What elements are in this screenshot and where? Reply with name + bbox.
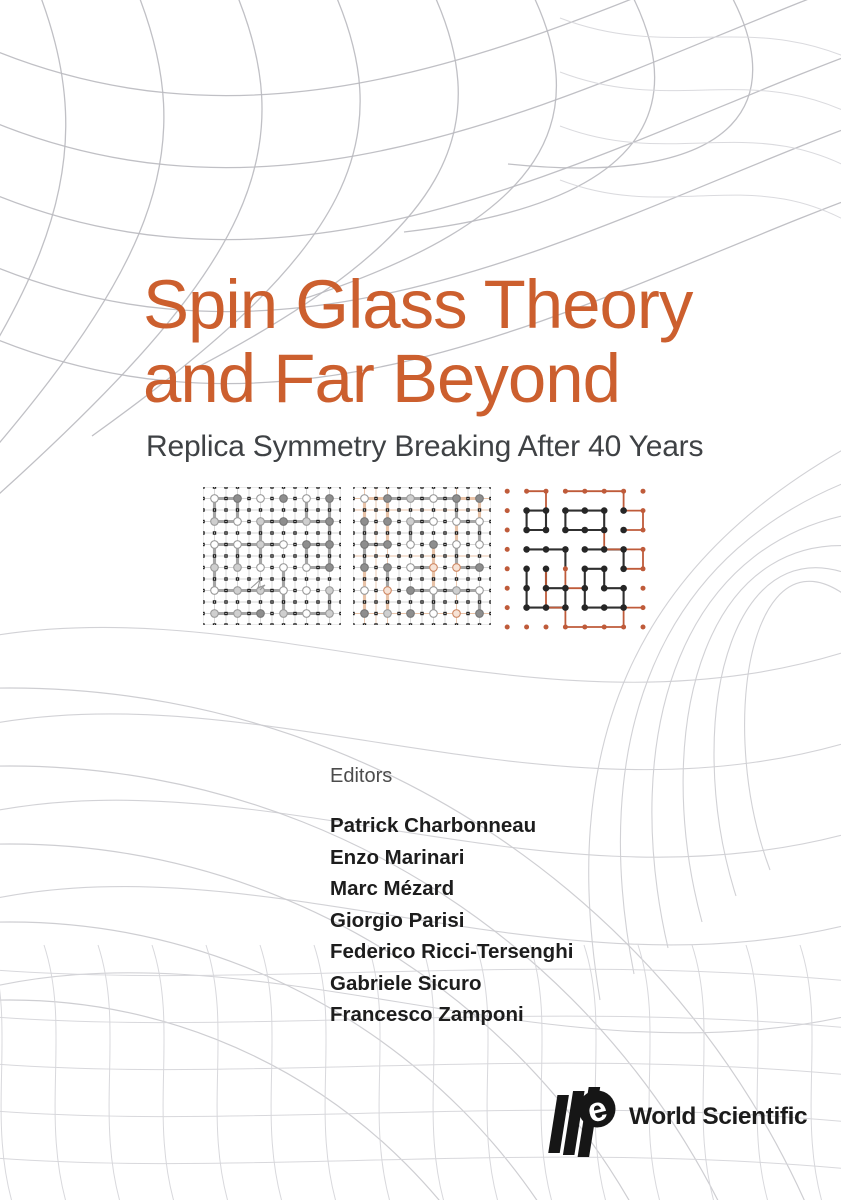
book-title-line1: Spin Glass Theory bbox=[143, 266, 693, 343]
book-title-line2: and Far Beyond bbox=[143, 340, 621, 417]
editor-name: Enzo Marinari bbox=[330, 845, 465, 869]
publisher-name: World Scientific bbox=[629, 1103, 808, 1130]
world-scientific-logo-icon: e bbox=[548, 1087, 616, 1157]
editor-name: Gabriele Sicuro bbox=[330, 971, 482, 995]
loop-configuration-icon bbox=[504, 488, 646, 630]
editor-name: Francesco Zamponi bbox=[330, 1003, 524, 1026]
ordered-lattice-icon bbox=[203, 487, 341, 625]
editor-name: Federico Ricci-Tersenghi bbox=[330, 940, 574, 963]
book-subtitle: Replica Symmetry Breaking After 40 Years bbox=[146, 430, 704, 463]
book-title: Spin Glass Theory and Far Beyond bbox=[143, 266, 693, 417]
editor-name: Giorgio Parisi bbox=[330, 908, 465, 932]
disordered-lattice-icon bbox=[353, 487, 491, 625]
editors-label: Editors bbox=[330, 765, 393, 787]
editors-block: Editors Patrick Charbonneau Enzo Marinar… bbox=[330, 765, 573, 1031]
editor-name: Patrick Charbonneau bbox=[330, 814, 537, 837]
editor-name: Marc Mézard bbox=[330, 877, 455, 900]
